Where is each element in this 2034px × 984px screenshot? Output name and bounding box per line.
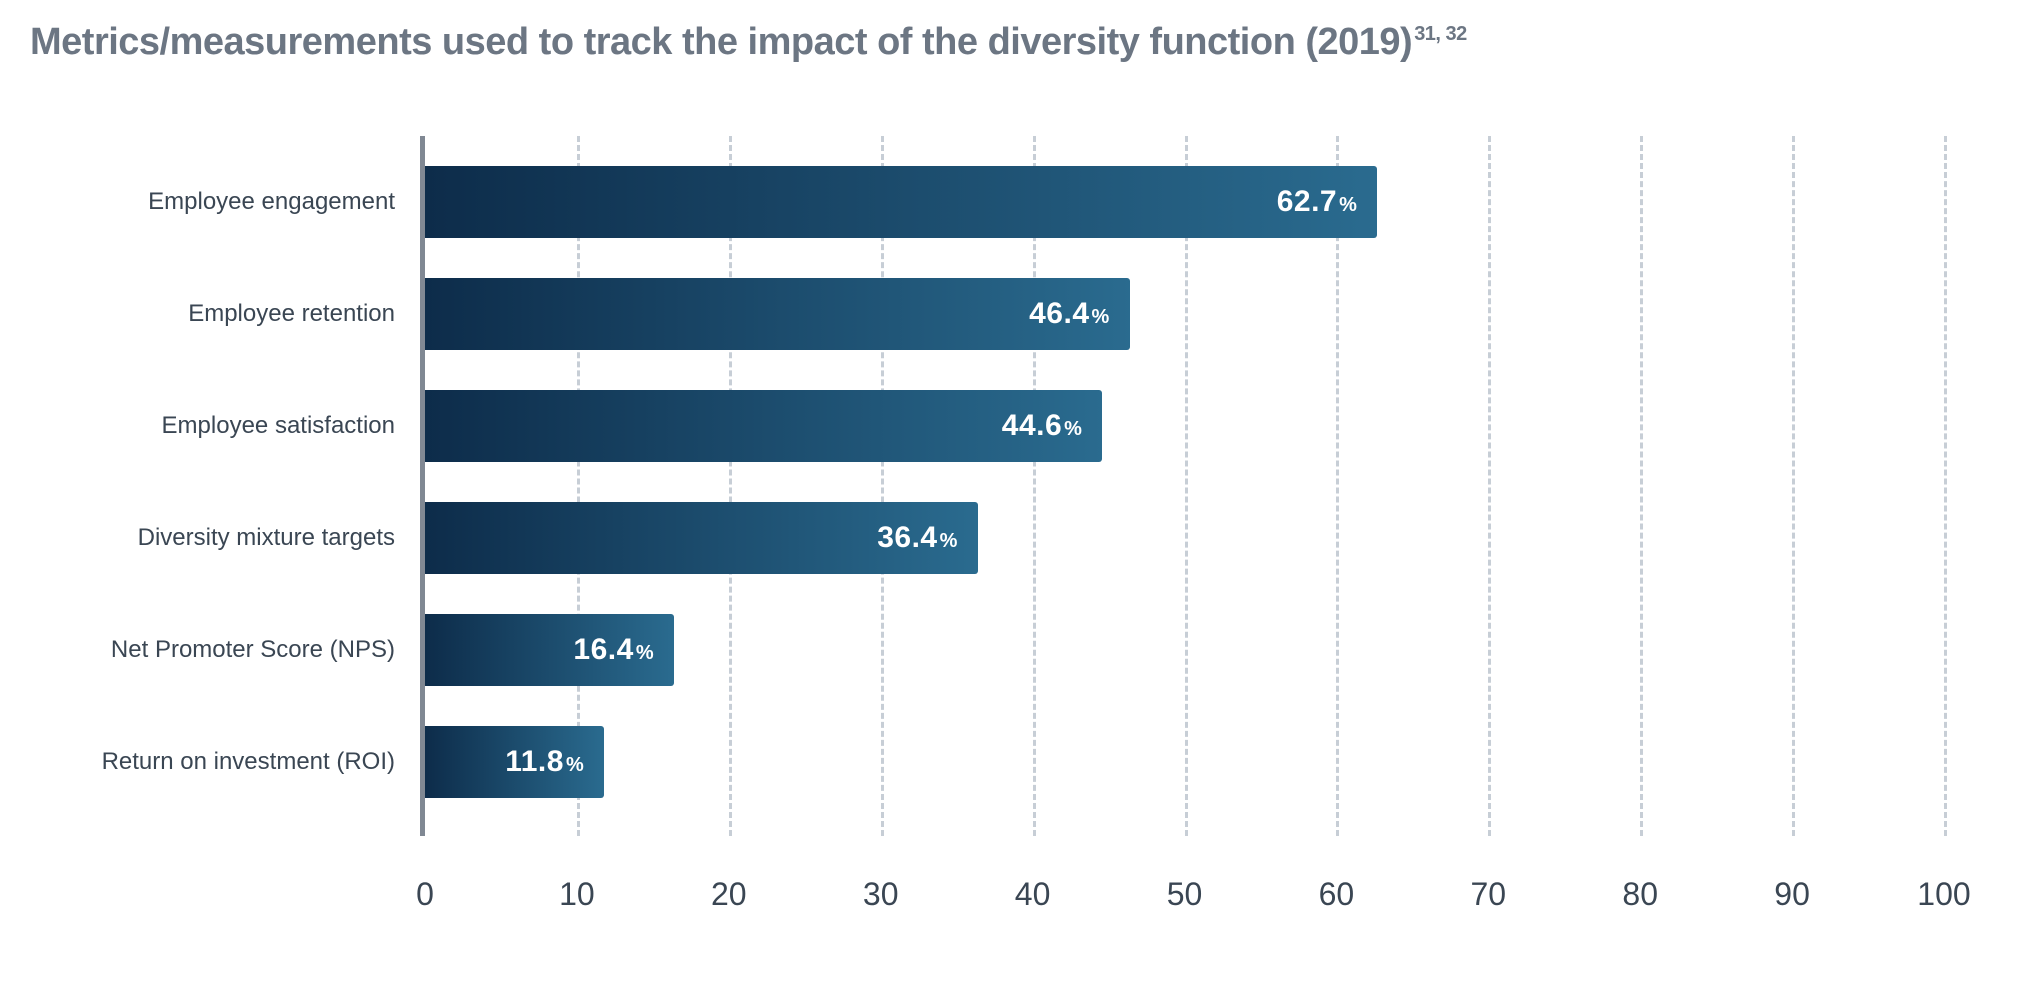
x-tick-label: 40 [1015,876,1051,913]
bar-row: Employee engagement62.7% [425,166,1944,238]
x-tick-label: 30 [863,876,899,913]
chart-container: Metrics/measurements used to track the i… [0,0,2034,984]
bar: 36.4% [425,502,978,574]
x-tick-label: 50 [1167,876,1203,913]
category-label: Employee retention [35,278,395,350]
category-label: Employee satisfaction [35,390,395,462]
bar-value-label: 16.4% [573,633,654,667]
category-label: Diversity mixture targets [35,502,395,574]
bar-row: Employee satisfaction44.6% [425,390,1944,462]
x-axis-ticks: 0102030405060708090100 [425,876,1944,926]
bar: 62.7% [425,166,1377,238]
bar-value-label: 44.6% [1002,409,1083,443]
x-tick-label: 60 [1319,876,1355,913]
bar-value-label: 46.4% [1029,297,1110,331]
category-label: Employee engagement [35,166,395,238]
bar-row: Return on investment (ROI)11.8% [425,726,1944,798]
x-tick-label: 70 [1471,876,1507,913]
x-tick-label: 10 [559,876,595,913]
bar-row: Net Promoter Score (NPS)16.4% [425,614,1944,686]
chart-title-superscript: 31, 32 [1414,23,1467,45]
category-label: Net Promoter Score (NPS) [35,614,395,686]
bar-value-label: 36.4% [877,521,958,555]
x-tick-label: 20 [711,876,747,913]
x-tick-label: 80 [1622,876,1658,913]
gridline [1944,136,1947,836]
chart-title-text: Metrics/measurements used to track the i… [30,21,1412,63]
chart-region: Employee engagement62.7%Employee retenti… [30,116,1984,936]
bar: 46.4% [425,278,1130,350]
chart-title: Metrics/measurements used to track the i… [30,20,1984,66]
x-tick-label: 0 [416,876,434,913]
x-tick-label: 90 [1774,876,1810,913]
bar-value-label: 11.8% [505,745,584,779]
bar: 11.8% [425,726,604,798]
bar-value-label: 62.7% [1277,185,1358,219]
bar-row: Employee retention46.4% [425,278,1944,350]
bar: 16.4% [425,614,674,686]
x-tick-label: 100 [1917,876,1970,913]
plot-area: Employee engagement62.7% Employee retenti… [425,116,1944,836]
bar: 44.6% [425,390,1102,462]
category-label: Return on investment (ROI) [35,726,395,798]
bar-row: Diversity mixture targets36.4% [425,502,1944,574]
